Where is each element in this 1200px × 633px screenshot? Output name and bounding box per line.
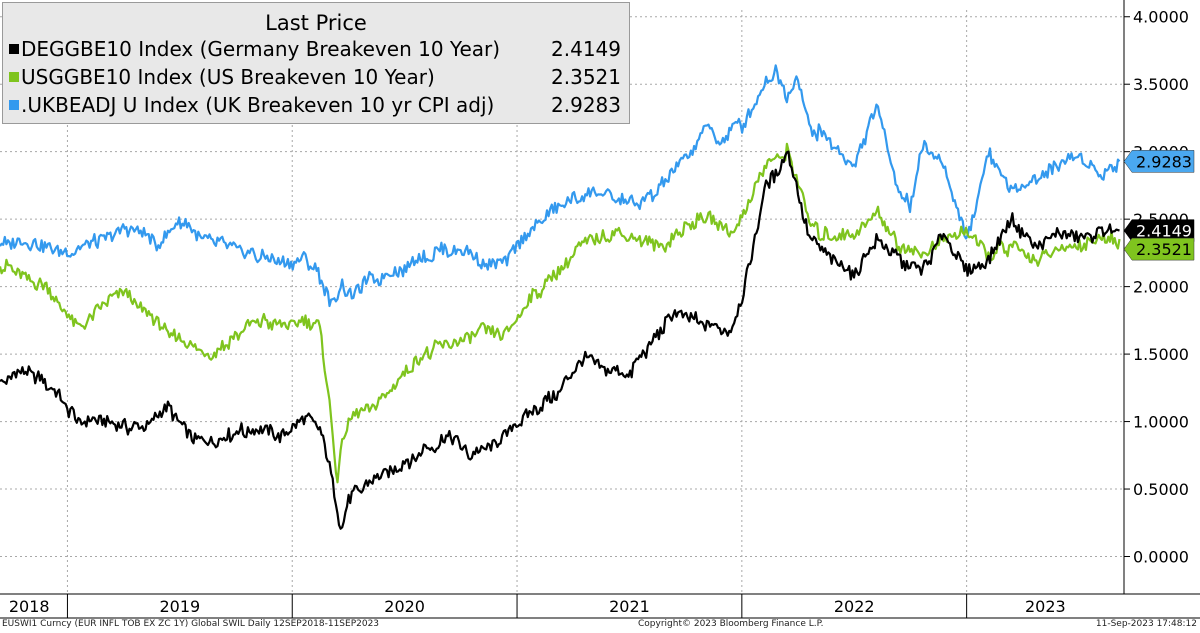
- last-value-tag: 2.4149: [1123, 219, 1195, 242]
- legend: Last Price DEGGBE10 Index (Germany Break…: [2, 2, 630, 124]
- legend-item-uk: .UKBEADJ U Index (UK Breakeven 10 yr CPI…: [3, 91, 629, 119]
- series-lines: [0, 64, 1121, 530]
- last-value-tag: 2.3521: [1123, 237, 1195, 261]
- series-line-2: [0, 64, 1121, 308]
- legend-label: DEGGBE10 Index (Germany Breakeven 10 Yea…: [21, 37, 501, 61]
- x-tick-label: 2021: [609, 597, 650, 616]
- legend-swatch-green: [9, 72, 19, 82]
- y-tick-label: 3.5000: [1133, 75, 1189, 94]
- x-tick-label: 2020: [384, 597, 425, 616]
- last-value-tag: 2.9283: [1123, 150, 1195, 173]
- y-tick-label: 2.0000: [1133, 278, 1189, 297]
- y-tick-label: 1.5000: [1133, 345, 1189, 364]
- legend-swatch-blue: [9, 100, 19, 110]
- footer-copyright: Copyright© 2023 Bloomberg Finance L.P.: [638, 619, 824, 629]
- footer-ticker: EUSWI1 Curncy (EUR INFL TOB EX ZC 1Y) Gl…: [2, 619, 380, 629]
- y-tick-label: 0.0000: [1133, 548, 1189, 567]
- last-value-tag-label: 2.4149: [1136, 222, 1192, 241]
- footer-timestamp: 11-Sep-2023 17:48:12: [1095, 619, 1197, 629]
- x-tick-label: 2018: [9, 597, 50, 616]
- legend-title: Last Price: [265, 11, 367, 35]
- legend-label: .UKBEADJ U Index (UK Breakeven 10 yr CPI…: [21, 93, 495, 117]
- legend-swatch-black: [9, 44, 19, 54]
- x-axis: 2018 2019 2020 2021 2022 2023: [0, 593, 1200, 619]
- x-tick-label: 2022: [834, 597, 875, 616]
- series-line-0: [0, 150, 1120, 530]
- x-tick-label: 2019: [159, 597, 200, 616]
- legend-item-us: USGGBE10 Index (US Breakeven 10 Year) 2.…: [3, 63, 629, 91]
- legend-item-germany: DEGGBE10 Index (Germany Breakeven 10 Yea…: [3, 35, 629, 63]
- last-value-tag-box: [1123, 150, 1195, 173]
- last-value-tag-label: 2.9283: [1136, 152, 1192, 171]
- legend-value: 2.9283: [551, 93, 621, 117]
- y-axis: 0.00000.50001.00001.50002.00002.50003.00…: [1123, 0, 1189, 594]
- footer: EUSWI1 Curncy (EUR INFL TOB EX ZC 1Y) Gl…: [0, 618, 1200, 633]
- x-tick-label: 2023: [1025, 597, 1066, 616]
- series-line-1: [0, 142, 1121, 484]
- last-value-tag-box: [1123, 237, 1195, 261]
- last-value-tag-label: 2.3521: [1136, 240, 1192, 259]
- legend-value: 2.4149: [551, 37, 621, 61]
- legend-label: USGGBE10 Index (US Breakeven 10 Year): [21, 65, 435, 89]
- legend-value: 2.3521: [551, 65, 621, 89]
- y-tick-label: 1.0000: [1133, 413, 1189, 432]
- y-tick-label: 0.5000: [1133, 480, 1189, 499]
- y-tick-label: 4.0000: [1133, 8, 1189, 27]
